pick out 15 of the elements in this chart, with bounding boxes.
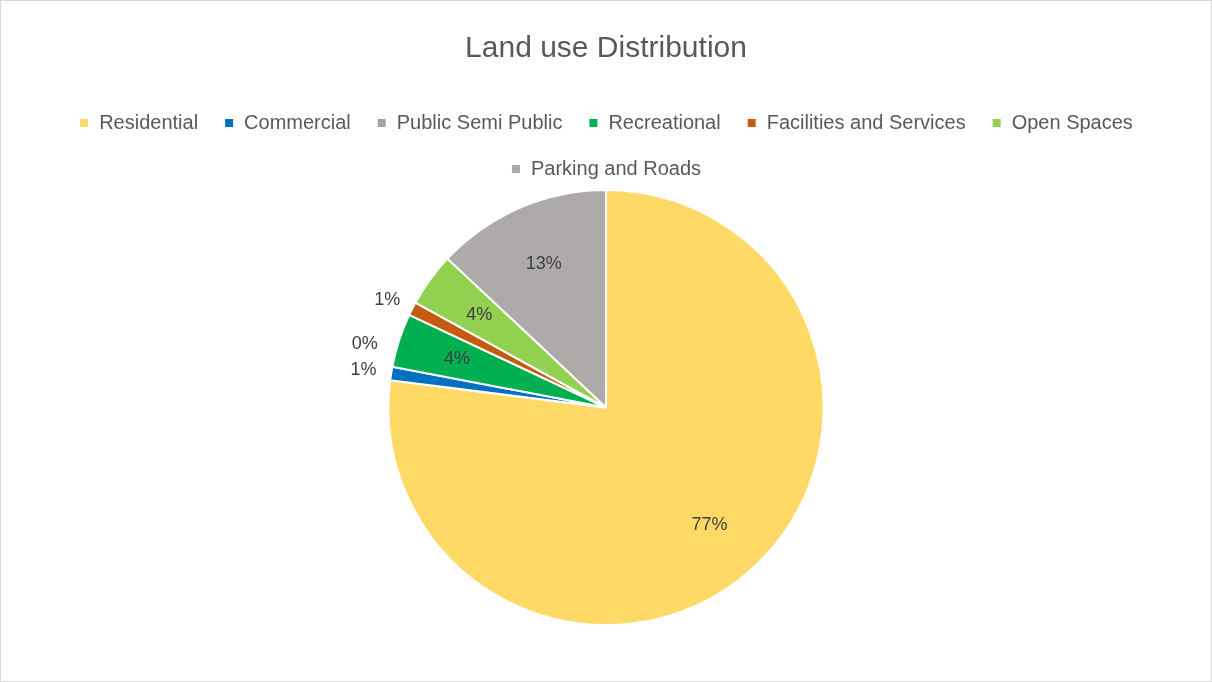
legend-label: Recreational — [608, 110, 721, 133]
legend-label: Public Semi Public — [396, 110, 563, 133]
data-label: 13% — [525, 252, 562, 273]
text: 0% — [351, 333, 378, 354]
legend-label: Facilities and Services — [766, 110, 966, 133]
data-label: 1% — [374, 288, 401, 309]
data-label: 4% — [444, 348, 471, 369]
legend-label: Open Spaces — [1011, 110, 1133, 133]
legend-label: Commercial — [244, 110, 351, 133]
legend-label: Parking and Roads — [530, 156, 702, 179]
legend-label: Residential — [99, 110, 199, 133]
data-label: 4% — [466, 304, 493, 325]
data-label: 77% — [691, 513, 728, 534]
chart-title: Land use Distribution — [465, 30, 747, 64]
data-label: 1% — [350, 359, 377, 380]
